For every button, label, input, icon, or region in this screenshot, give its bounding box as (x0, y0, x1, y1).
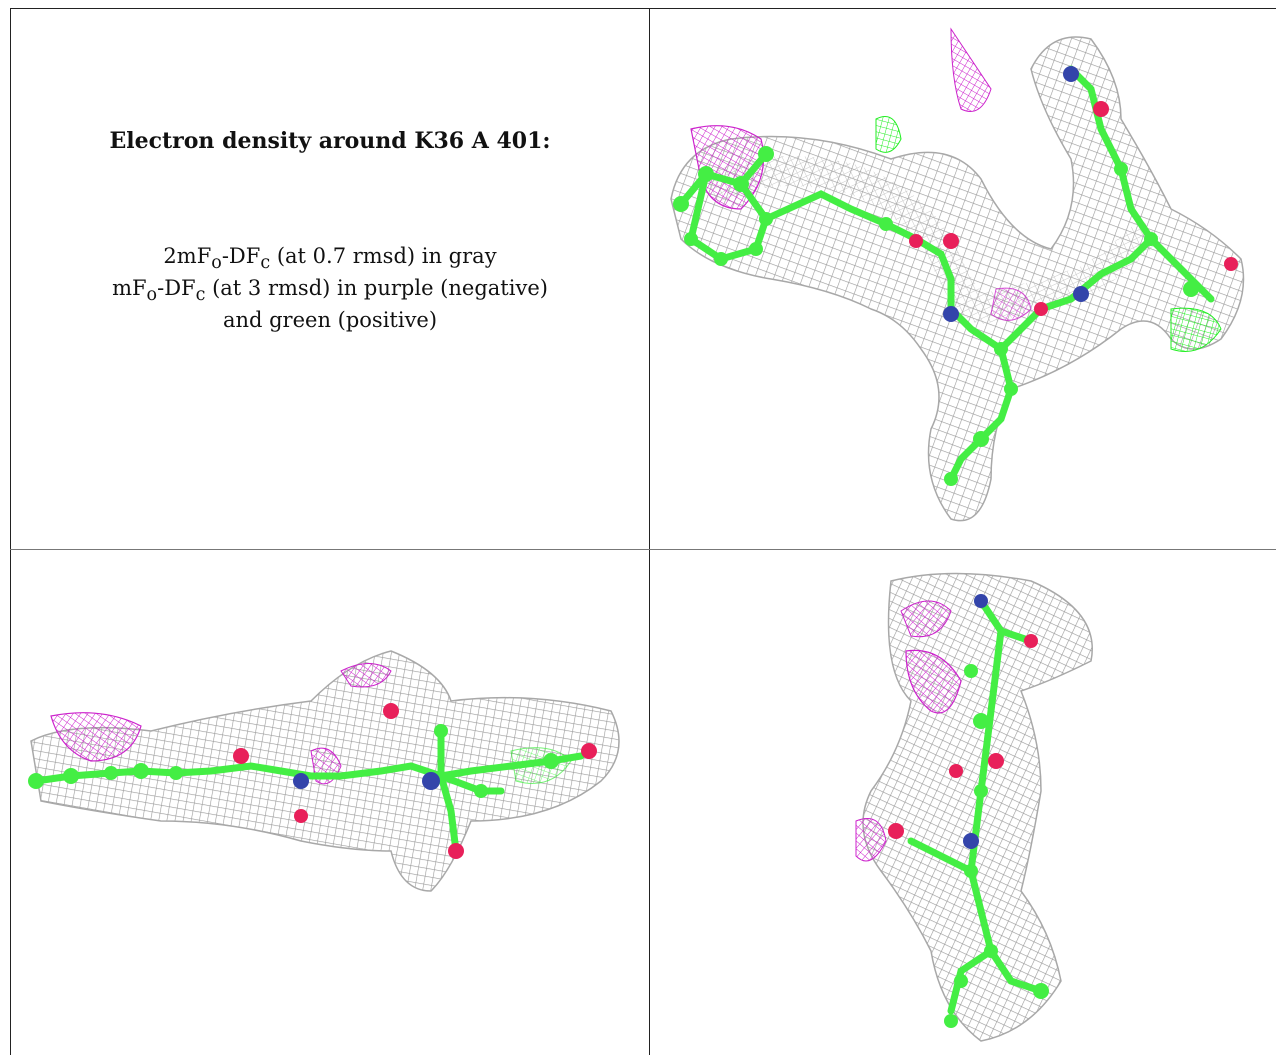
caption-title: Electron density around K36 A 401: (109, 128, 551, 154)
model-atoms (888, 594, 1049, 1028)
caption-line-fofc: mFo-DFc (at 3 rmsd) in purple (negative) (112, 276, 548, 306)
table-border-top (10, 8, 1276, 9)
model-atoms (673, 66, 1238, 486)
model-bonds (907, 597, 1045, 1015)
table-divider-vertical (649, 8, 650, 1055)
caption-cell: Electron density around K36 A 401: 2mFo-… (10, 8, 650, 548)
mesh-negative (50, 663, 392, 785)
model-atoms (28, 703, 597, 859)
density-view-top-right (651, 9, 1276, 548)
mesh-positive (875, 116, 1222, 352)
caption-line-colors: and green (positive) (222, 308, 438, 332)
mesh-negative (855, 600, 962, 862)
figure-table: Electron density around K36 A 401: 2mFo-… (10, 8, 1276, 1055)
density-view-bottom-left (11, 551, 648, 1055)
density-view-bottom-right (651, 551, 1276, 1055)
mesh-2fofc (670, 36, 1245, 522)
table-border-left (10, 8, 11, 1055)
table-divider-horizontal (10, 549, 1276, 550)
caption-line-2fofc: 2mFo-DFc (at 0.7 rmsd) in gray (163, 244, 497, 274)
